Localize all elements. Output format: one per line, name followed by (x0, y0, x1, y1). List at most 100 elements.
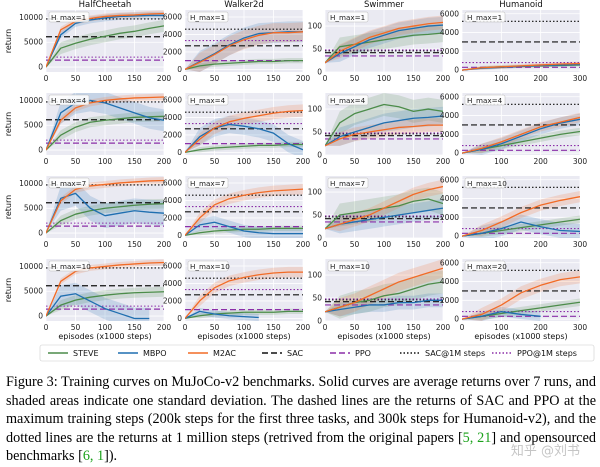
y-axis-label-halfcheetah-h-max-10: return (4, 278, 13, 302)
hmax-label-box-halfcheetah-h-max-4 (48, 94, 90, 106)
ytick-label-halfcheetah-h-max-4: 0 (38, 146, 43, 155)
xtick-label-halfcheetah-h-max-7: 50 (71, 240, 81, 249)
line-steve-walker2d-h-max-10 (185, 310, 303, 320)
hmax-label-halfcheetah-h-max-7: H_max=7 (51, 179, 86, 188)
ytick-label-swimmer-h-max-1: 50 (312, 45, 322, 54)
hmax-label-box-swimmer-h-max-4 (327, 94, 369, 106)
ytick-label-swimmer-h-max-1: 0 (317, 68, 322, 77)
xtick-label-swimmer-h-max-10: 50 (350, 323, 360, 332)
ytick-label-humanoid-h-max-1: 0 (454, 66, 459, 75)
xtick-label-humanoid-h-max-1: 200 (534, 74, 549, 83)
xtick-label-walker2d-h-max-7: 150 (266, 240, 281, 249)
line-mbpo-walker2d-h-max-10 (185, 310, 259, 319)
band-m2ac-halfcheetah-h-max-1 (46, 10, 164, 68)
line-m2ac-swimmer-h-max-1 (325, 21, 443, 64)
ytick-label-humanoid-h-max-1: 6000 (440, 9, 459, 18)
xtick-label-swimmer-h-max-7: 150 (406, 240, 421, 249)
xtick-label-swimmer-h-max-10: 150 (406, 323, 421, 332)
ytick-label-humanoid-h-max-10: 4000 (440, 194, 459, 203)
ytick-label-humanoid-h-max-10: 2000 (440, 213, 459, 222)
xtick-label-halfcheetah-h-max-1: 150 (127, 74, 142, 83)
hmax-label-box-halfcheetah-h-max-10 (48, 260, 90, 272)
series-group-humanoid-h-max-10 (462, 186, 580, 238)
ytick-label-walker2d-h-max-1: 6000 (163, 12, 182, 21)
ytick-label-halfcheetah-h-max-7: 0 (38, 229, 43, 238)
series-group-walker2d-h-max-4 (185, 104, 303, 155)
xtick-label-humanoid-h-max-10: 300 (573, 240, 588, 249)
series-group-swimmer-h-max-10 (325, 259, 443, 319)
xtick-label-walker2d-h-max-4: 100 (237, 157, 252, 166)
xtick-label-halfcheetah-h-max-7: 100 (98, 240, 113, 249)
ytick-label-humanoid-h-max-4: 4000 (440, 111, 459, 120)
xtick-label-walker2d-h-max-4: 150 (266, 157, 281, 166)
xtick-label-walker2d-h-max-1: 0 (183, 74, 188, 83)
xtick-label-halfcheetah-h-max-4: 0 (44, 157, 49, 166)
xtick-label-halfcheetah-h-max-10: 150 (127, 323, 142, 332)
band-steve-walker2d-h-max-4 (185, 141, 303, 153)
line-steve-walker2d-h-max-1 (185, 59, 303, 71)
ytick-label-humanoid-h-max-20: 2000 (440, 296, 459, 305)
ytick-label-halfcheetah-h-max-7: 10000 (19, 179, 43, 188)
ytick-label-walker2d-h-max-1: 4000 (163, 30, 182, 39)
line-m2ac-swimmer-h-max-10 (325, 267, 443, 313)
xtick-label-swimmer-h-max-4: 150 (406, 157, 421, 166)
xtick-label-walker2d-h-max-7: 50 (210, 240, 220, 249)
line-m2ac-walker2d-h-max-4 (185, 109, 303, 153)
hmax-label-walker2d-h-max-7: H_max=7 (190, 179, 225, 188)
ytick-label-halfcheetah-h-max-1: 10000 (19, 13, 43, 22)
ytick-label-halfcheetah-h-max-1: 5000 (24, 38, 43, 47)
ytick-label-walker2d-h-max-4: 4000 (163, 113, 182, 122)
line-mbpo-swimmer-h-max-1 (325, 24, 443, 64)
legend-label-sac: SAC (287, 349, 304, 358)
hmax-label-halfcheetah-h-max-1: H_max=1 (51, 13, 86, 22)
hmax-label-swimmer-h-max-4: H_max=4 (330, 96, 366, 105)
line-steve-halfcheetah-h-max-4 (46, 115, 164, 151)
hmax-label-box-halfcheetah-h-max-7 (48, 177, 90, 189)
series-group-walker2d-h-max-7 (185, 183, 303, 238)
band-mbpo-walker2d-h-max-1 (185, 21, 303, 72)
series-group-halfcheetah-h-max-1 (46, 10, 164, 68)
ytick-label-halfcheetah-h-max-4: 5000 (24, 121, 43, 130)
xtick-label-swimmer-h-max-1: 150 (406, 74, 421, 83)
xtick-label-halfcheetah-h-max-4: 150 (127, 157, 142, 166)
line-steve-walker2d-h-max-7 (185, 227, 303, 237)
xtick-label-swimmer-h-max-4: 200 (436, 157, 451, 166)
xtick-label-halfcheetah-h-max-1: 50 (71, 74, 81, 83)
hmax-label-box-swimmer-h-max-1 (327, 11, 369, 23)
xtick-label-humanoid-h-max-1: 300 (573, 74, 588, 83)
band-steve-halfcheetah-h-max-4 (46, 111, 164, 151)
ytick-label-walker2d-h-max-10: 0 (177, 314, 182, 323)
xtick-label-swimmer-h-max-4: 0 (323, 157, 328, 166)
line-mbpo-swimmer-h-max-7 (325, 207, 443, 230)
hmax-label-walker2d-h-max-1: H_max=1 (190, 13, 225, 22)
line-steve-halfcheetah-h-max-10 (46, 291, 164, 317)
xtick-label-walker2d-h-max-7: 0 (183, 240, 188, 249)
band-mbpo-walker2d-h-max-4 (185, 115, 303, 155)
caption-cite-1[interactable]: 5, 21 (462, 429, 492, 446)
band-mbpo-halfcheetah-h-max-1 (46, 11, 164, 68)
xtick-label-swimmer-h-max-10: 100 (377, 323, 392, 332)
series-group-humanoid-h-max-4 (462, 103, 580, 155)
x-axis-label-halfcheetah-h-max-10: episodes (x1000 steps) (58, 332, 151, 341)
hmax-label-walker2d-h-max-4: H_max=4 (190, 96, 226, 105)
line-steve-walker2d-h-max-4 (185, 143, 303, 154)
legend-label-ppo-1m-steps: PPO@1M steps (517, 349, 577, 358)
legend-label-mbpo: MBPO (143, 349, 167, 358)
line-m2ac-walker2d-h-max-7 (185, 188, 303, 236)
band-steve-swimmer-h-max-4 (325, 93, 443, 146)
line-m2ac-humanoid-h-max-10 (462, 196, 580, 237)
x-axis-label-walker2d-h-max-10: episodes (x1000 steps) (197, 332, 290, 341)
ytick-label-walker2d-h-max-10: 2000 (163, 296, 182, 305)
hmax-label-box-walker2d-h-max-4 (187, 94, 229, 106)
hmax-label-humanoid-h-max-10: H_max=10 (467, 179, 507, 188)
hmax-label-swimmer-h-max-10: H_max=10 (330, 262, 370, 271)
hmax-label-humanoid-h-max-20: H_max=20 (467, 262, 507, 271)
xtick-label-halfcheetah-h-max-4: 200 (157, 157, 172, 166)
xtick-label-humanoid-h-max-4: 100 (494, 157, 509, 166)
xtick-label-humanoid-h-max-1: 0 (460, 74, 465, 83)
legend-label-ppo: PPO (355, 349, 371, 358)
ytick-label-halfcheetah-h-max-10: 10000 (19, 262, 43, 271)
caption-cite-2[interactable]: 6, 1 (82, 448, 105, 465)
band-steve-halfcheetah-h-max-7 (46, 198, 164, 234)
ytick-label-swimmer-h-max-7: 0 (317, 234, 322, 243)
